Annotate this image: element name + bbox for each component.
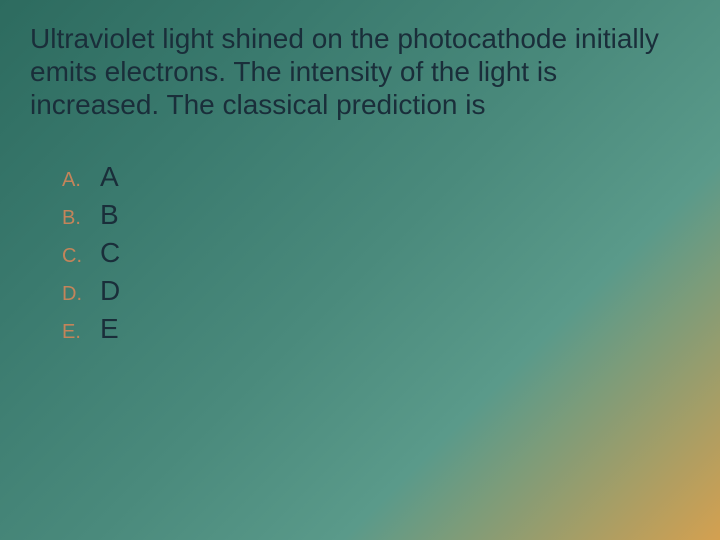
list-item: E. E	[62, 313, 690, 345]
option-label-c: C.	[62, 245, 100, 268]
option-label-a: A.	[62, 169, 100, 192]
option-label-e: E.	[62, 321, 100, 344]
slide-container: Ultraviolet light shined on the photocat…	[0, 0, 720, 540]
option-label-d: D.	[62, 283, 100, 306]
options-list: A. A B. B C. C D. D E. E	[62, 161, 690, 345]
option-text-b: B	[100, 199, 119, 231]
list-item: D. D	[62, 275, 690, 307]
list-item: B. B	[62, 199, 690, 231]
question-text: Ultraviolet light shined on the photocat…	[30, 22, 690, 121]
list-item: A. A	[62, 161, 690, 193]
option-label-b: B.	[62, 207, 100, 230]
option-text-e: E	[100, 313, 119, 345]
option-text-a: A	[100, 161, 119, 193]
option-text-c: C	[100, 237, 120, 269]
option-text-d: D	[100, 275, 120, 307]
list-item: C. C	[62, 237, 690, 269]
